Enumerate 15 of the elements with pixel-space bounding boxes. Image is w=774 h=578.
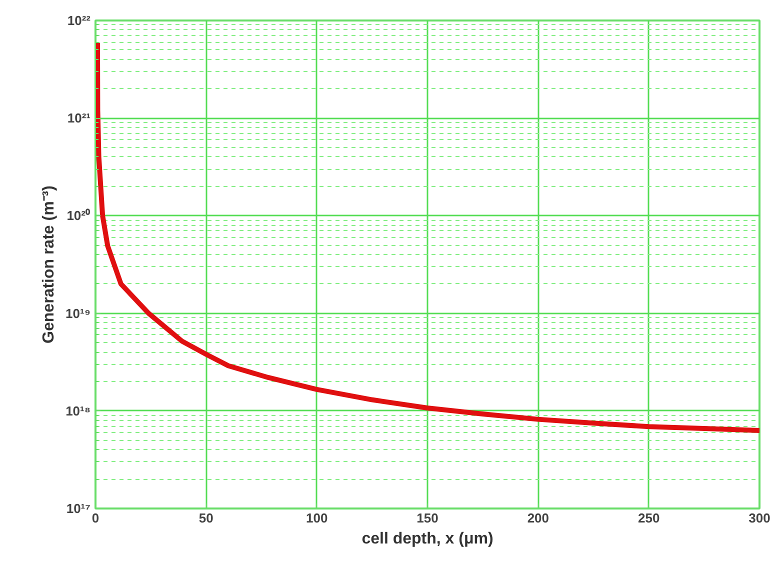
y-tick-label: 10²² xyxy=(67,13,92,28)
x-tick-label: 200 xyxy=(527,510,550,526)
x-tick-label: 250 xyxy=(638,510,660,526)
y-tick-label: 10¹⁹ xyxy=(66,306,91,321)
y-axis-title: Generation rate (m⁻³) xyxy=(40,186,58,344)
y-tick-label: 10¹⁸ xyxy=(66,403,91,418)
x-tick-label: 0 xyxy=(92,510,100,526)
x-tick-label: 50 xyxy=(198,510,214,526)
x-tick-label: 100 xyxy=(306,510,328,526)
x-tick-label: 300 xyxy=(748,510,770,526)
x-axis-title: cell depth, x (μm) xyxy=(362,530,494,548)
x-tick-label: 150 xyxy=(416,510,438,526)
y-tick-label: 10²¹ xyxy=(67,110,91,126)
y-tick-label: 10¹⁷ xyxy=(66,501,91,516)
y-tick-label: 10²⁰ xyxy=(66,208,91,224)
